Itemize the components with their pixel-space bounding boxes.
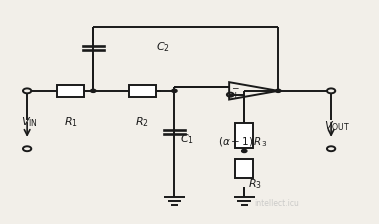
Circle shape bbox=[276, 89, 281, 93]
Bar bbox=[129, 85, 156, 97]
Text: $V_{\rm OUT}$: $V_{\rm OUT}$ bbox=[324, 120, 349, 133]
Circle shape bbox=[241, 149, 247, 153]
Text: intellect.icu: intellect.icu bbox=[254, 199, 299, 208]
Text: $V_{\rm IN}$: $V_{\rm IN}$ bbox=[22, 115, 38, 129]
Text: $R_1$: $R_1$ bbox=[64, 115, 78, 129]
Bar bbox=[235, 123, 253, 148]
Text: $+$: $+$ bbox=[231, 90, 240, 100]
Text: $C_2$: $C_2$ bbox=[155, 41, 169, 54]
Circle shape bbox=[172, 89, 177, 93]
Circle shape bbox=[91, 89, 96, 93]
Bar bbox=[235, 159, 253, 178]
Text: $R_2$: $R_2$ bbox=[135, 115, 149, 129]
Text: $(\alpha - 1)\,R_3$: $(\alpha - 1)\,R_3$ bbox=[218, 135, 267, 149]
Text: $-$: $-$ bbox=[231, 82, 240, 92]
Text: $R_3$: $R_3$ bbox=[248, 177, 262, 191]
Text: $C_1$: $C_1$ bbox=[180, 132, 194, 146]
Bar bbox=[57, 85, 84, 97]
